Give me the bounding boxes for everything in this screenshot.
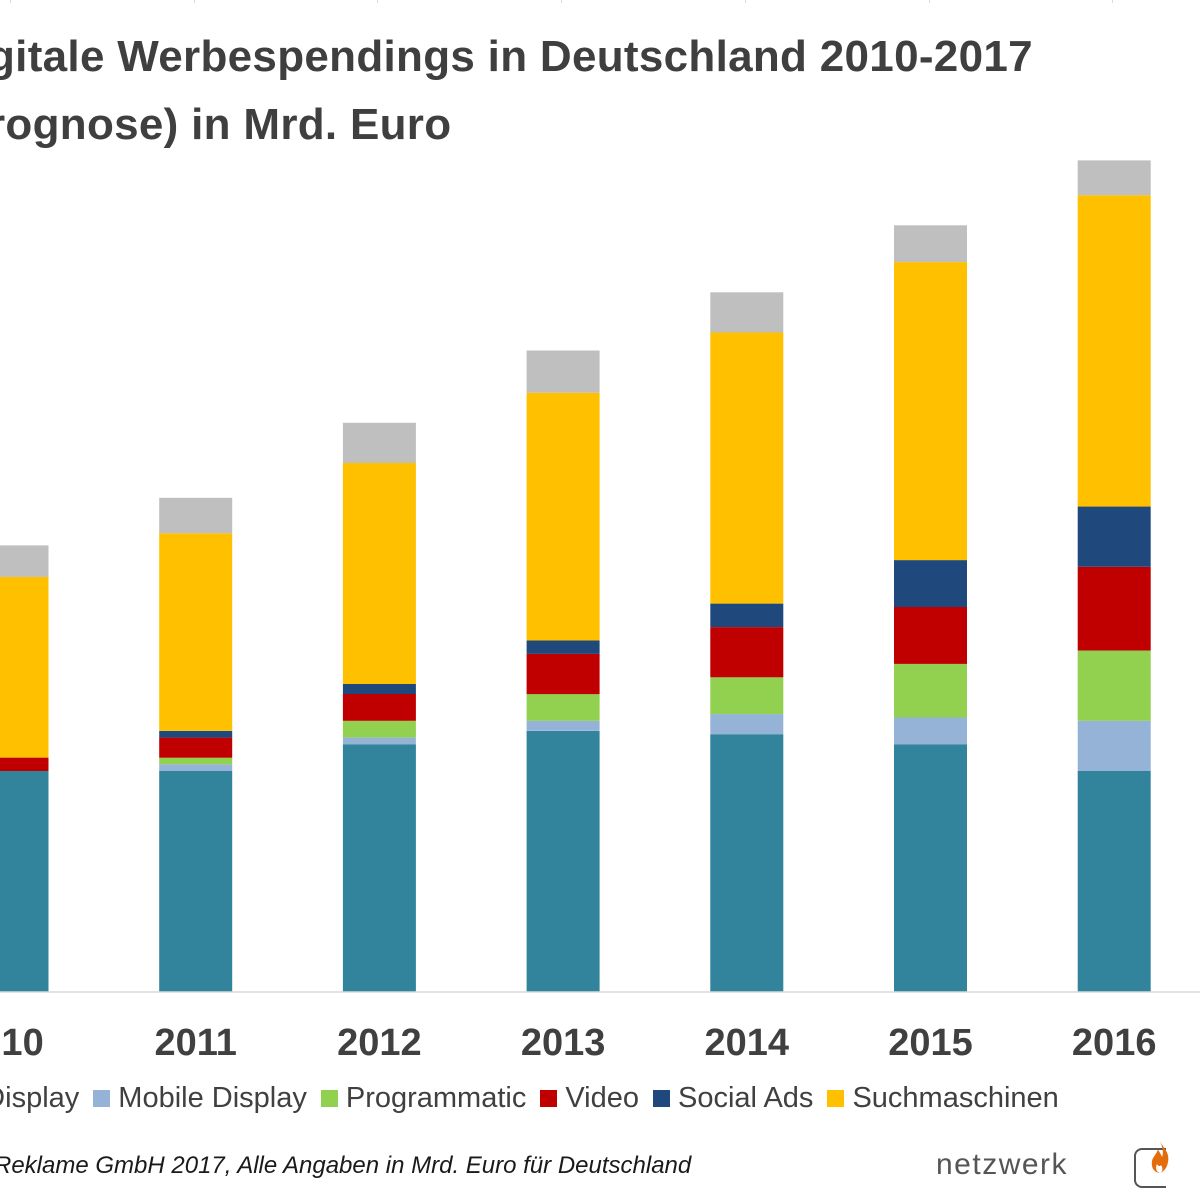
logo-frame [1134,1148,1166,1188]
source-note: Reklame GmbH 2017, Alle Angaben in Mrd. … [0,1152,692,1179]
chart-title-line-1: gitale Werbespendings in Deutschland 201… [0,32,1033,81]
bar-segment-2014-series-4 [710,603,784,627]
legend-label: Mobile Display [118,1081,307,1114]
bar-segment-2011-series-2 [159,757,233,765]
bar-area [0,160,1151,992]
bar-segment-2012-series-3 [342,694,416,721]
legend-swatch [320,1089,338,1107]
bar-segment-2016-series-6 [1077,160,1151,196]
legend-item: Suchmaschinen [827,1081,1059,1115]
legend-swatch [827,1089,845,1107]
bar-segment-2014-series-2 [710,677,784,715]
bar-segment-2013-series-3 [526,653,600,695]
x-tick-label: 2013 [521,1022,606,1064]
top-gridline [0,0,1200,3]
x-tick-label: 2016 [1072,1022,1157,1064]
bar-segment-2015-series-4 [894,560,967,607]
legend-swatch [93,1089,111,1107]
legend-swatch [540,1089,558,1107]
x-tick-label: 2015 [888,1022,973,1064]
bar-segment-2012-series-4 [342,684,416,694]
bar-segment-2013-series-4 [526,640,600,654]
x-tick-label: 2012 [337,1022,422,1064]
bar-segment-2012-series-6 [342,422,416,463]
bar-segment-2015-series-6 [894,225,967,263]
bar-segment-2015-series-0 [894,744,967,992]
legend-item: Programmatic [320,1081,527,1115]
chart-legend: o Display Mobile Display Programmatic Video… [0,1080,1073,1116]
bar-segment-2011-series-0 [159,771,233,992]
legend-item: Social Ads [653,1082,813,1115]
bar-segment-2011-series-6 [159,497,233,534]
legend-label: Video [565,1081,640,1114]
bar-segment-2016-series-1 [1077,720,1151,771]
bar-segment-2011-series-3 [159,737,233,758]
bar-segment-010-series-0 [0,771,49,992]
bar-segment-2014-series-0 [710,734,784,992]
legend-label: Social Ads [678,1081,814,1114]
bar-segment-2015-series-2 [894,663,967,718]
bar-segment-010-series-5 [0,576,49,758]
bar-segment-2014-series-3 [710,627,784,678]
flame-icon [1151,1141,1169,1173]
bar-segment-2011-series-4 [159,730,233,738]
x-tick-label: 2011 [154,1022,236,1064]
bar-segment-2013-series-0 [526,730,600,992]
bar-segment-2015-series-1 [894,717,967,745]
bar-segment-010-series-3 [0,757,49,771]
x-tick-label: 2014 [705,1022,790,1064]
legend-item: Video [540,1082,639,1115]
bar-segment-2016-series-5 [1077,195,1151,507]
bar-segment-2014-series-5 [710,332,784,604]
bar-segment-2012-series-1 [342,737,416,745]
bar-segment-2011-series-1 [159,764,233,771]
bar-segment-2014-series-1 [710,714,784,735]
legend-item: Mobile Display [93,1082,307,1115]
legend-swatch [653,1089,671,1107]
bar-segment-2016-series-4 [1077,506,1151,567]
bar-segment-2013-series-2 [526,694,600,721]
legend-item: o Display [0,1082,79,1115]
legend-label: Programmatic [345,1081,527,1114]
logo-text: netzwerk [936,1148,1069,1181]
bar-segment-010-series-6 [0,545,49,577]
bar-segment-2015-series-3 [894,607,967,664]
bar-segment-2013-series-6 [526,350,600,393]
bar-segment-2016-series-2 [1077,650,1151,721]
x-axis-labels: 010 2011 2012 2013 2014 2015 2016 [0,1022,1156,1064]
bar-segment-2014-series-6 [710,292,784,333]
chart-title-line-2: rognose) in Mrd. Euro [0,100,452,149]
bar-segment-2011-series-5 [159,533,233,731]
bar-segment-2015-series-5 [894,262,967,561]
bar-segment-2013-series-5 [526,392,600,641]
bar-segment-2012-series-5 [342,463,416,684]
stacked-bar-chart: 010 2011 2012 2013 2014 2015 2016 [0,160,1200,1064]
bar-segment-2016-series-0 [1077,771,1151,992]
bar-segment-2016-series-3 [1077,566,1151,651]
bar-segment-2012-series-2 [342,720,416,738]
bar-segment-2012-series-0 [342,744,416,992]
legend-label: Suchmaschinen [852,1081,1059,1114]
bar-segment-2013-series-1 [526,720,600,731]
legend-label: o Display [0,1081,80,1114]
x-tick-label: 010 [0,1022,44,1064]
